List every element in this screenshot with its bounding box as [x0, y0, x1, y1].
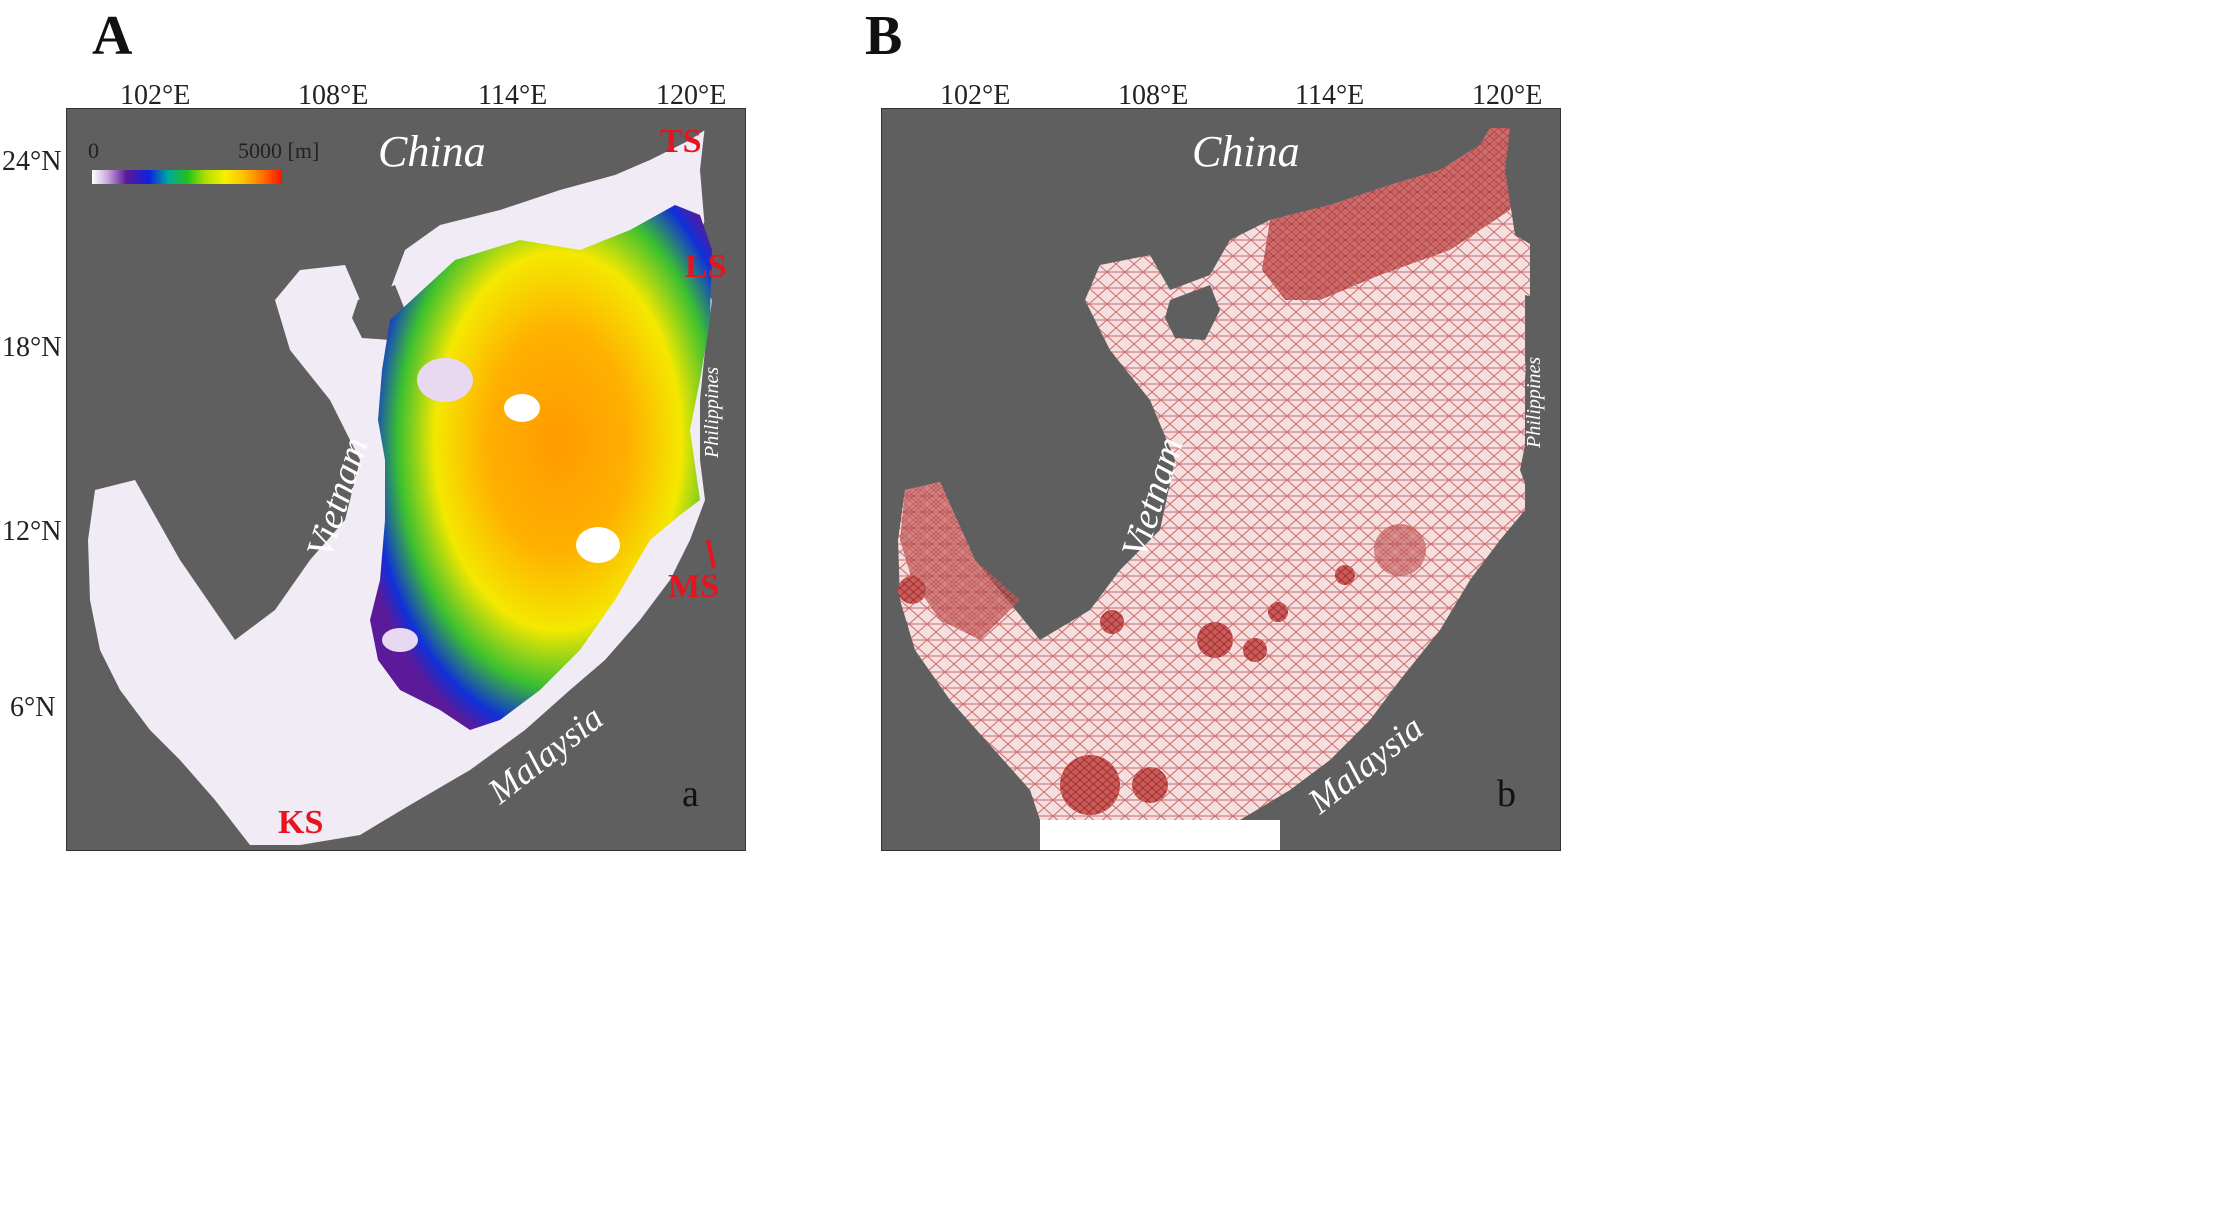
plateau-patch [504, 394, 540, 422]
lat-tick: 18°N [2, 332, 61, 363]
panel-a-lat-ticks: 24°N 18°N 12°N 6°N [2, 146, 61, 723]
lon-tick: 102°E [940, 80, 1010, 111]
lat-tick: 12°N [2, 516, 61, 547]
lon-tick: 120°E [656, 80, 726, 111]
plateau-patch [576, 527, 620, 563]
borneo-land [1280, 555, 1560, 850]
borneo-land [475, 560, 745, 850]
colorbar-max-label: 5000 [m] [238, 138, 319, 163]
strait-ks: KS [278, 804, 323, 841]
label-philippines: Philippines [701, 367, 723, 459]
lon-tick: 108°E [298, 80, 368, 111]
plateau-patch [417, 358, 473, 402]
mesh-refinement [1132, 767, 1168, 803]
mesh-refinement [898, 576, 926, 604]
panel-b-lon-ticks: 102°E 108°E 114°E 120°E [940, 80, 1542, 111]
strait-ms-marker [706, 539, 716, 569]
taiwan-island [700, 115, 745, 250]
mesh-refinement [1268, 602, 1288, 622]
hainan-island [1165, 285, 1220, 340]
colorbar [92, 170, 282, 184]
open-boundary [1040, 820, 1280, 850]
strait-ls: LS [685, 248, 727, 285]
panel-b-map: China Vietnam Philippines Malaysia b 102… [881, 80, 1561, 851]
lat-tick: 6°N [10, 692, 55, 723]
label-philippines: Philippines [1523, 357, 1545, 449]
sumatra-land [67, 780, 180, 850]
mesh-refinement [1243, 638, 1267, 662]
lon-tick: 114°E [478, 80, 547, 111]
mesh-domain [898, 128, 1530, 820]
panel-b-sublabel: b [1497, 773, 1516, 815]
mesh-refinement [1335, 565, 1355, 585]
sumatra-land [882, 760, 1000, 850]
panel-a-lon-ticks: 102°E 108°E 114°E 120°E [120, 80, 726, 111]
mesh-refinement [1374, 524, 1426, 576]
lon-tick: 120°E [1472, 80, 1542, 111]
taiwan-island [1505, 115, 1560, 250]
philippines-land [1520, 295, 1560, 520]
panel-a-sublabel: a [682, 773, 699, 815]
lon-tick: 108°E [1118, 80, 1188, 111]
mesh-dense-band [1262, 128, 1530, 300]
lon-tick: 102°E [120, 80, 190, 111]
colorbar-min-label: 0 [88, 138, 99, 163]
philippines-land [705, 290, 745, 520]
panel-a-map: 0 5000 [m] China Vietnam Philippines Mal… [2, 80, 746, 851]
lon-tick: 114°E [1295, 80, 1364, 111]
lat-tick: 24°N [2, 146, 61, 177]
deep-basin [370, 205, 712, 730]
strait-ts: TS [660, 123, 702, 160]
mesh-refinement [1060, 755, 1120, 815]
label-china: China [1192, 127, 1300, 176]
panel-b-letter: B [865, 5, 903, 67]
panel-a-letter: A [92, 5, 133, 67]
mesh-refinement [1100, 610, 1124, 634]
strait-ms: MS [668, 568, 719, 605]
mesh-refinement [1197, 622, 1233, 658]
mesh-dense-shelf [900, 482, 1020, 640]
label-china: China [378, 127, 486, 176]
plateau-patch [382, 628, 418, 652]
